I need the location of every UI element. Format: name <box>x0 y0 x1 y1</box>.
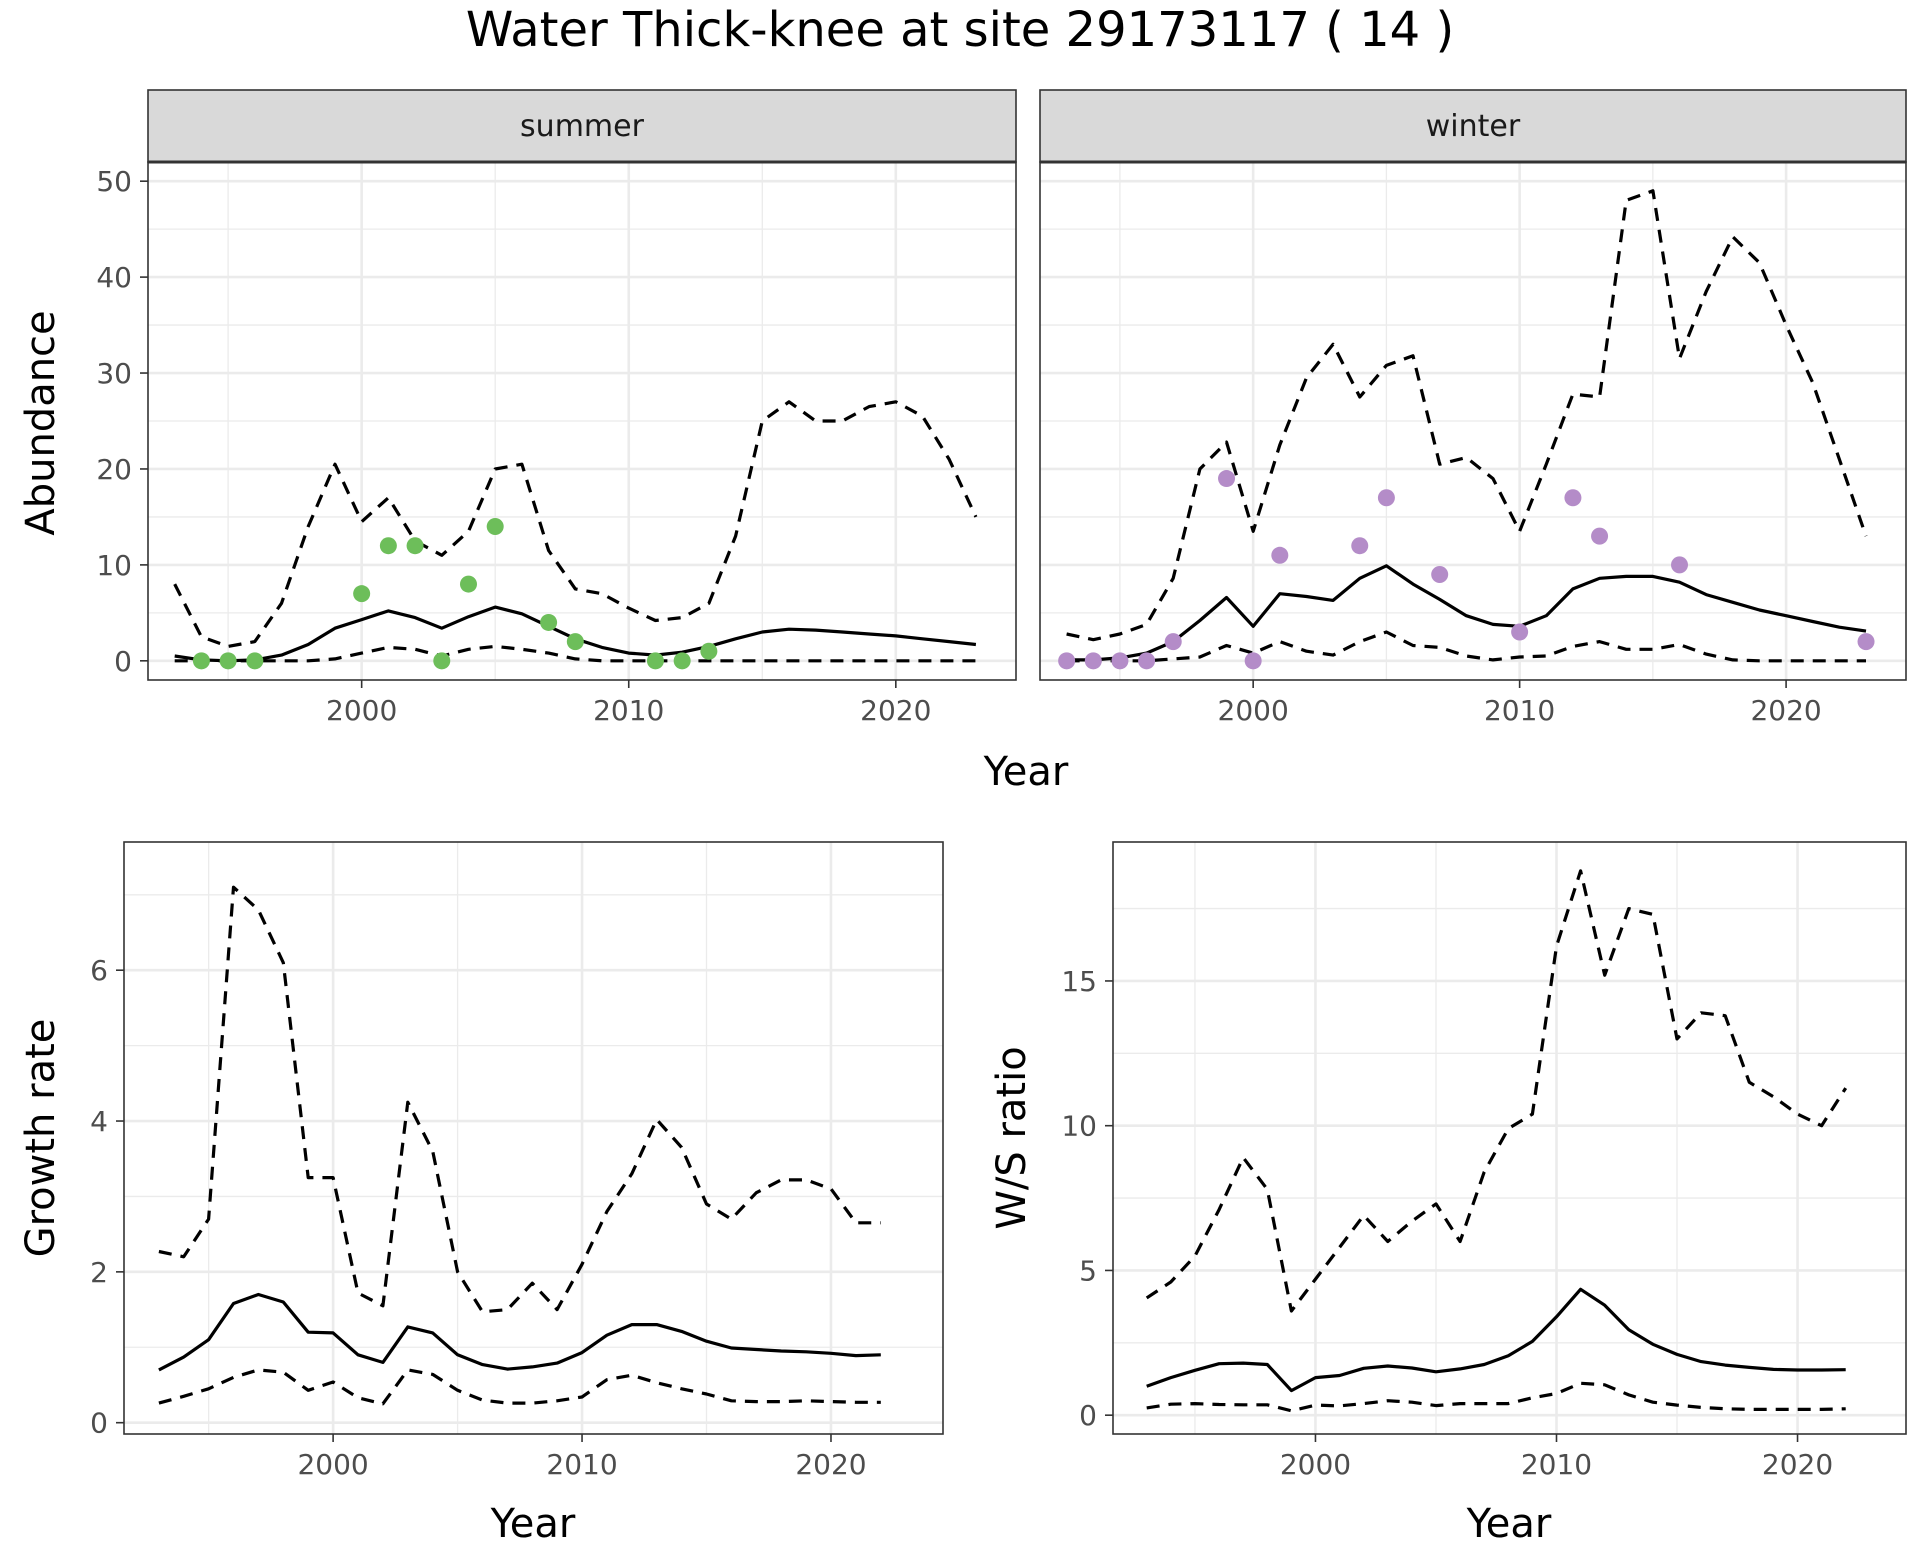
data-point <box>1857 633 1875 651</box>
series-line-median <box>1146 1287 1846 1393</box>
data-point <box>219 652 237 670</box>
data-point <box>1164 633 1182 651</box>
data-point <box>540 613 558 631</box>
y-tick-label: 0 <box>1079 1399 1097 1432</box>
x-tick-label: 2010 <box>546 1448 617 1481</box>
series-line-upper <box>158 885 881 1314</box>
x-tick-label: 2010 <box>1484 694 1555 727</box>
data-point <box>566 633 584 651</box>
data-point <box>1244 652 1262 670</box>
y-tick-label: 6 <box>90 954 108 987</box>
series-line-median <box>158 1292 881 1372</box>
data-point <box>353 585 371 603</box>
data-point <box>1351 537 1369 555</box>
y-tick-label: 10 <box>96 549 132 582</box>
x-tick-label: 2000 <box>297 1448 368 1481</box>
data-point <box>1218 470 1236 488</box>
data-point <box>486 518 504 536</box>
y-tick-label: 20 <box>96 453 132 486</box>
y-tick-label: 50 <box>96 165 132 198</box>
facet-strip <box>147 89 1017 163</box>
data-point <box>246 652 264 670</box>
series-line-median <box>1066 564 1867 662</box>
data-point <box>1138 652 1156 670</box>
data-point <box>1111 652 1129 670</box>
facet-strip-label: winter <box>1426 109 1521 144</box>
facet-strip <box>1039 89 1907 163</box>
top-y-axis-title: Abundance <box>18 310 64 535</box>
x-tick-label: 2020 <box>795 1448 866 1481</box>
y-tick-label: 0 <box>114 645 132 678</box>
data-point <box>1058 652 1076 670</box>
series-line-upper <box>1066 189 1868 642</box>
x-tick-label: 2020 <box>1762 1448 1833 1481</box>
series-line-upper <box>1145 869 1848 1313</box>
data-point <box>433 652 451 670</box>
panel-ws-ratio: 2000 2010 2020 0 5 10 15 Year W/S ratio <box>989 841 1907 1547</box>
plot-background <box>1113 842 1906 1434</box>
data-point <box>646 652 664 670</box>
y-tick-label: 10 <box>1061 1110 1097 1143</box>
y-tick-label: 4 <box>90 1105 108 1138</box>
y-tick-label: 0 <box>90 1407 108 1440</box>
series-line-lower <box>1066 630 1866 663</box>
x-tick-label: 2010 <box>593 694 664 727</box>
figure-title: Water Thick-knee at site 29173117 ( 14 ) <box>466 2 1454 58</box>
series-line-upper <box>173 400 978 648</box>
panel-border <box>123 841 944 1435</box>
plot-background <box>124 842 943 1434</box>
facet-strip-label: summer <box>520 109 645 144</box>
data-point <box>673 652 691 670</box>
data-point <box>1271 546 1289 564</box>
x-tick-label: 2000 <box>1280 1448 1351 1481</box>
x-tick-label: 2010 <box>1521 1448 1592 1481</box>
data-point <box>379 537 397 555</box>
y-axis-title: Growth rate <box>18 1019 64 1258</box>
data-point <box>192 652 210 670</box>
y-tick-label: 30 <box>96 357 132 390</box>
data-point <box>459 575 477 593</box>
y-tick-label: 15 <box>1061 965 1097 998</box>
x-tick-label: 2020 <box>1750 694 1821 727</box>
data-point <box>1431 565 1449 583</box>
top-x-axis-title: Year <box>983 749 1069 795</box>
x-tick-label: 2020 <box>860 694 931 727</box>
x-axis-title: Year <box>490 1501 576 1547</box>
x-tick-label: 2000 <box>1218 694 1289 727</box>
x-axis-title: Year <box>1466 1501 1552 1547</box>
data-point <box>1377 489 1395 507</box>
y-tick-label: 5 <box>1079 1254 1097 1287</box>
data-point <box>406 537 424 555</box>
data-point <box>1671 556 1689 574</box>
data-point <box>1591 527 1609 545</box>
panel-border <box>1112 841 1907 1435</box>
panel-winter: winter 2000 2010 2020 <box>1039 89 1907 727</box>
panel-summer: summer 2000 2010 2020 0 10 20 30 40 50 <box>96 89 1017 727</box>
x-tick-label: 2000 <box>326 694 397 727</box>
data-point <box>1511 623 1529 641</box>
series-line-lower <box>174 644 976 663</box>
series-line-lower <box>1146 1381 1846 1413</box>
series-line-lower <box>158 1368 881 1406</box>
data-point <box>700 642 718 660</box>
y-tick-label: 2 <box>90 1256 108 1289</box>
y-axis-title: W/S ratio <box>989 1046 1035 1229</box>
data-point <box>1564 489 1582 507</box>
data-point <box>1084 652 1102 670</box>
panel-growth-rate: 2000 2010 2020 0 2 4 6 Year Growth rate <box>18 841 944 1547</box>
y-tick-label: 40 <box>96 261 132 294</box>
